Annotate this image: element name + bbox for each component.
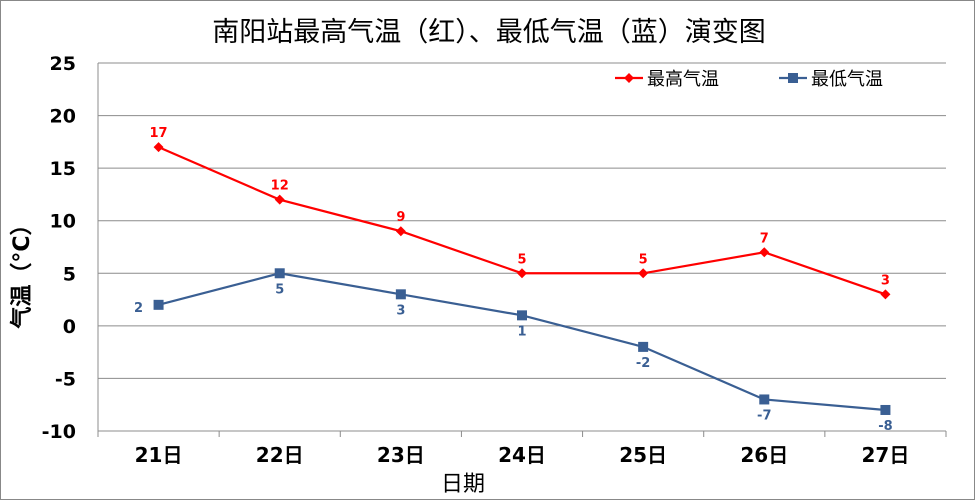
data-label: 5 <box>517 252 526 267</box>
x-tick-label: 24日 <box>498 443 546 467</box>
y-tick-label: 5 <box>63 263 76 285</box>
data-point-max <box>274 194 285 205</box>
x-tick-label: 22日 <box>256 443 304 467</box>
data-label: -7 <box>757 408 771 423</box>
data-label: 5 <box>275 282 284 297</box>
chart-title: 南阳站最高气温（红）、最低气温（蓝）演变图 <box>212 17 766 48</box>
legend-marker <box>624 73 634 83</box>
data-point-max <box>880 289 891 300</box>
data-point-min <box>759 394 770 405</box>
x-tick-label: 25日 <box>619 443 667 467</box>
x-axis-label: 日期 <box>441 472 485 497</box>
data-label: -8 <box>878 419 892 434</box>
data-point-min <box>153 299 164 310</box>
x-tick-label: 27日 <box>862 443 910 467</box>
y-tick-label: 10 <box>50 211 76 233</box>
y-tick-label: -10 <box>42 421 76 443</box>
data-label: 1 <box>517 324 526 339</box>
x-tick-label: 26日 <box>740 443 788 467</box>
data-point-max <box>517 268 527 279</box>
data-label: 17 <box>150 126 168 141</box>
data-point-max <box>638 268 649 279</box>
legend-marker <box>788 73 798 83</box>
y-axis-label: 气温（°C） <box>9 213 35 329</box>
y-tick-label: 0 <box>63 316 76 338</box>
data-point-min <box>880 404 891 415</box>
data-label: -2 <box>636 356 650 371</box>
data-point-max <box>395 226 406 237</box>
data-point-max <box>153 142 164 153</box>
data-point-min <box>274 268 285 279</box>
y-tick-label: 20 <box>50 106 76 128</box>
data-label: 7 <box>760 231 769 246</box>
data-label: 9 <box>396 210 405 225</box>
data-label: 5 <box>639 252 648 267</box>
legend-label: 最高气温 <box>647 69 719 90</box>
data-label: 3 <box>396 303 405 318</box>
y-tick-label: -5 <box>55 368 76 390</box>
x-tick-label: 21日 <box>135 443 183 467</box>
y-tick-label: 25 <box>50 53 76 75</box>
x-tick-label: 23日 <box>377 443 425 467</box>
data-point-min <box>638 341 649 352</box>
data-label: 2 <box>134 301 143 316</box>
data-point-min <box>395 289 406 300</box>
data-label: 12 <box>271 179 289 194</box>
legend-label: 最低气温 <box>811 69 883 90</box>
data-point-min <box>517 310 527 321</box>
data-point-max <box>759 247 770 258</box>
data-label: 3 <box>881 273 890 288</box>
y-tick-label: 15 <box>50 158 76 180</box>
series-line-min <box>158 272 886 412</box>
